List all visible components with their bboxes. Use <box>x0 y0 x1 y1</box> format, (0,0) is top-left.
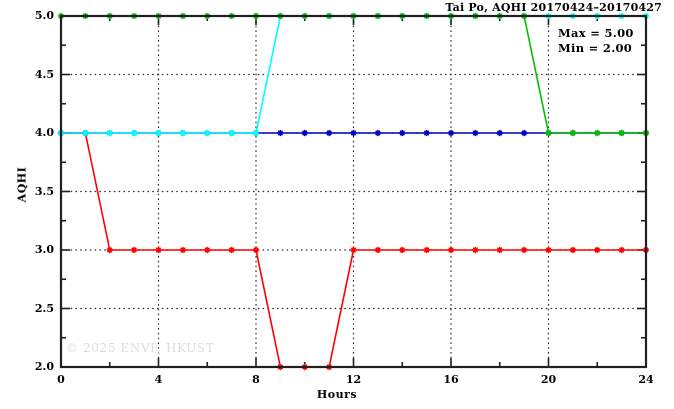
gridlines <box>61 16 646 367</box>
x-tick-label: 20 <box>540 373 557 386</box>
x-tick-label: 16 <box>443 373 459 386</box>
y-tick-label: 3.5 <box>34 184 54 198</box>
x-axis-title: Hours <box>316 388 358 401</box>
y-tick-label: 5.0 <box>34 9 54 22</box>
y-tick-label: 2.0 <box>34 360 54 373</box>
legend-min-value: Min = 2.00 <box>558 41 633 55</box>
series-red <box>57 129 650 371</box>
plot-frame <box>59 14 648 369</box>
y-tick-label: 4.0 <box>34 126 54 139</box>
legend-box: Max = 5.00 Min = 2.00 <box>558 26 634 56</box>
x-tick-label: 24 <box>638 373 654 386</box>
x-tick-label: 8 <box>252 373 260 386</box>
y-tick-label: 4.5 <box>34 67 54 81</box>
x-tick-label: 0 <box>57 373 65 386</box>
watermark: © 2025 ENVF, HKUST <box>66 341 215 355</box>
chart-title: Tai Po, AQHI 20170424–20170427 <box>445 1 662 14</box>
x-tick-label: 4 <box>154 373 163 386</box>
y-tick-label: 3.0 <box>34 243 54 256</box>
legend-max-value: Max = 5.00 <box>558 26 634 40</box>
x-tick-label: 12 <box>345 373 362 386</box>
y-tick-label: 2.5 <box>34 301 54 315</box>
